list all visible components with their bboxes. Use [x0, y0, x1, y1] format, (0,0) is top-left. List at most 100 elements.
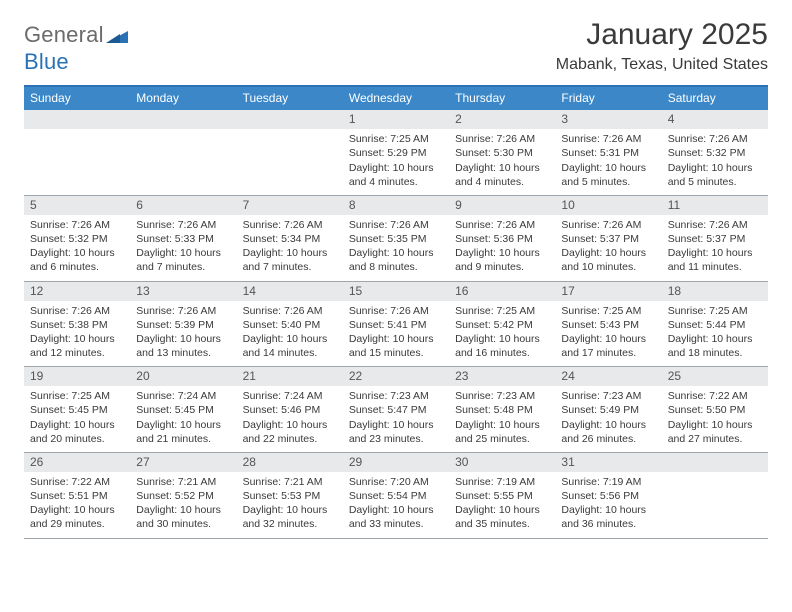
sunrise-text: Sunrise: 7:24 AM [136, 389, 230, 403]
day-number-bar: 11 [662, 196, 768, 215]
day-cell: 9Sunrise: 7:26 AMSunset: 5:36 PMDaylight… [449, 196, 555, 281]
day-body: Sunrise: 7:26 AMSunset: 5:31 PMDaylight:… [555, 129, 661, 189]
day-number: 18 [668, 284, 762, 298]
day-number: 20 [136, 369, 230, 383]
sunset-text: Sunset: 5:32 PM [668, 146, 762, 160]
daylight-text: Daylight: 10 hours and 6 minutes. [30, 246, 124, 274]
sunset-text: Sunset: 5:33 PM [136, 232, 230, 246]
day-body: Sunrise: 7:26 AMSunset: 5:39 PMDaylight:… [130, 301, 236, 361]
sunset-text: Sunset: 5:41 PM [349, 318, 443, 332]
day-number-bar: 16 [449, 282, 555, 301]
sunset-text: Sunset: 5:37 PM [668, 232, 762, 246]
day-number-bar: 18 [662, 282, 768, 301]
sunset-text: Sunset: 5:34 PM [243, 232, 337, 246]
weeks-container: ...1Sunrise: 7:25 AMSunset: 5:29 PMDayli… [24, 110, 768, 538]
day-number: 10 [561, 198, 655, 212]
logo-text-blue: Blue [24, 49, 69, 74]
daylight-text: Daylight: 10 hours and 18 minutes. [668, 332, 762, 360]
day-number: 21 [243, 369, 337, 383]
day-number: 19 [30, 369, 124, 383]
day-number: 25 [668, 369, 762, 383]
day-number: 24 [561, 369, 655, 383]
day-number-bar: 9 [449, 196, 555, 215]
day-number-bar: . [130, 110, 236, 129]
day-body: Sunrise: 7:26 AMSunset: 5:41 PMDaylight:… [343, 301, 449, 361]
daylight-text: Daylight: 10 hours and 8 minutes. [349, 246, 443, 274]
logo-text-general: General [24, 22, 104, 47]
sunset-text: Sunset: 5:50 PM [668, 403, 762, 417]
sunrise-text: Sunrise: 7:26 AM [455, 132, 549, 146]
day-number-bar: 7 [237, 196, 343, 215]
weekday-thursday: Thursday [449, 87, 555, 110]
day-body: Sunrise: 7:19 AMSunset: 5:56 PMDaylight:… [555, 472, 661, 532]
sunset-text: Sunset: 5:52 PM [136, 489, 230, 503]
day-cell: 25Sunrise: 7:22 AMSunset: 5:50 PMDayligh… [662, 367, 768, 452]
day-cell: 30Sunrise: 7:19 AMSunset: 5:55 PMDayligh… [449, 453, 555, 538]
day-cell: 27Sunrise: 7:21 AMSunset: 5:52 PMDayligh… [130, 453, 236, 538]
day-body: Sunrise: 7:25 AMSunset: 5:43 PMDaylight:… [555, 301, 661, 361]
day-number-bar: 26 [24, 453, 130, 472]
day-body: Sunrise: 7:24 AMSunset: 5:46 PMDaylight:… [237, 386, 343, 446]
sunset-text: Sunset: 5:30 PM [455, 146, 549, 160]
sunrise-text: Sunrise: 7:25 AM [30, 389, 124, 403]
sunrise-text: Sunrise: 7:26 AM [561, 218, 655, 232]
sunset-text: Sunset: 5:38 PM [30, 318, 124, 332]
logo-text: GeneralBlue [24, 22, 128, 75]
sunrise-text: Sunrise: 7:19 AM [455, 475, 549, 489]
day-cell: 18Sunrise: 7:25 AMSunset: 5:44 PMDayligh… [662, 282, 768, 367]
sunrise-text: Sunrise: 7:25 AM [561, 304, 655, 318]
weekday-monday: Monday [130, 87, 236, 110]
sunrise-text: Sunrise: 7:22 AM [30, 475, 124, 489]
daylight-text: Daylight: 10 hours and 21 minutes. [136, 418, 230, 446]
daylight-text: Daylight: 10 hours and 7 minutes. [243, 246, 337, 274]
day-cell: . [662, 453, 768, 538]
daylight-text: Daylight: 10 hours and 27 minutes. [668, 418, 762, 446]
day-body: Sunrise: 7:21 AMSunset: 5:52 PMDaylight:… [130, 472, 236, 532]
day-number-bar: 12 [24, 282, 130, 301]
day-cell: 24Sunrise: 7:23 AMSunset: 5:49 PMDayligh… [555, 367, 661, 452]
sunset-text: Sunset: 5:49 PM [561, 403, 655, 417]
location-text: Mabank, Texas, United States [556, 56, 768, 74]
daylight-text: Daylight: 10 hours and 20 minutes. [30, 418, 124, 446]
day-number-bar: 30 [449, 453, 555, 472]
day-cell: 28Sunrise: 7:21 AMSunset: 5:53 PMDayligh… [237, 453, 343, 538]
sunset-text: Sunset: 5:53 PM [243, 489, 337, 503]
day-number-bar: 1 [343, 110, 449, 129]
sunrise-text: Sunrise: 7:25 AM [668, 304, 762, 318]
sunset-text: Sunset: 5:31 PM [561, 146, 655, 160]
daylight-text: Daylight: 10 hours and 5 minutes. [668, 161, 762, 189]
sunrise-text: Sunrise: 7:20 AM [349, 475, 443, 489]
weekday-wednesday: Wednesday [343, 87, 449, 110]
day-number: 31 [561, 455, 655, 469]
day-cell: 13 Sunrise: 7:26 AMSunset: 5:39 PMDayligh… [130, 282, 236, 367]
day-cell: 3Sunrise: 7:26 AMSunset: 5:31 PMDaylight… [555, 110, 661, 195]
day-body: Sunrise: 7:26 AMSunset: 5:32 PMDaylight:… [662, 129, 768, 189]
day-number-bar: 2 [449, 110, 555, 129]
sunrise-text: Sunrise: 7:23 AM [561, 389, 655, 403]
day-number-bar: 14 [237, 282, 343, 301]
logo: GeneralBlue [24, 18, 128, 75]
day-number-bar: 6 [130, 196, 236, 215]
day-number: 13 [136, 284, 230, 298]
day-number-bar: 10 [555, 196, 661, 215]
day-body: Sunrise: 7:22 AMSunset: 5:51 PMDaylight:… [24, 472, 130, 532]
day-cell: 6Sunrise: 7:26 AMSunset: 5:33 PMDaylight… [130, 196, 236, 281]
day-cell: 23Sunrise: 7:23 AMSunset: 5:48 PMDayligh… [449, 367, 555, 452]
day-number-bar: 28 [237, 453, 343, 472]
day-number: 7 [243, 198, 337, 212]
daylight-text: Daylight: 10 hours and 30 minutes. [136, 503, 230, 531]
day-body: Sunrise: 7:26 AMSunset: 5:37 PMDaylight:… [662, 215, 768, 275]
day-number-bar: 24 [555, 367, 661, 386]
month-title: January 2025 [556, 18, 768, 52]
day-body: Sunrise: 7:20 AMSunset: 5:54 PMDaylight:… [343, 472, 449, 532]
sunset-text: Sunset: 5:29 PM [349, 146, 443, 160]
day-number: 22 [349, 369, 443, 383]
day-number: 6 [136, 198, 230, 212]
day-cell: 16Sunrise: 7:25 AMSunset: 5:42 PMDayligh… [449, 282, 555, 367]
sunset-text: Sunset: 5:42 PM [455, 318, 549, 332]
sunset-text: Sunset: 5:35 PM [349, 232, 443, 246]
sunset-text: Sunset: 5:51 PM [30, 489, 124, 503]
day-body: Sunrise: 7:26 AMSunset: 5:37 PMDaylight:… [555, 215, 661, 275]
day-body: Sunrise: 7:25 AMSunset: 5:42 PMDaylight:… [449, 301, 555, 361]
week-row: 12Sunrise: 7:26 AMSunset: 5:38 PMDayligh… [24, 282, 768, 368]
